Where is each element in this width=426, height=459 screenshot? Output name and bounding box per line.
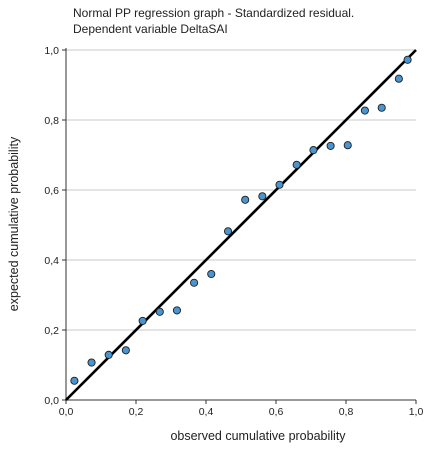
data-point [121, 346, 130, 355]
data-point [360, 106, 369, 115]
data-point [104, 350, 113, 359]
data-point [190, 278, 199, 287]
y-tick-label: 0,4 [44, 255, 59, 267]
y-tick-label: 0,0 [44, 395, 59, 407]
grid-lines [66, 49, 416, 331]
data-point [138, 316, 147, 325]
data-point [394, 74, 403, 83]
x-axis-label: observed cumulative probability [170, 429, 346, 443]
data-point [377, 103, 386, 112]
x-tick-label: 0,8 [339, 406, 354, 418]
reference-line-group [65, 49, 417, 401]
data-point [343, 141, 352, 150]
x-tick-label: 0,2 [129, 406, 144, 418]
x-tick-label: 1,0 [409, 406, 424, 418]
data-point [155, 307, 164, 316]
data-point [309, 146, 318, 155]
y-tick-labels: 0,0 0,2 0,4 0,6 0,8 1,0 [44, 45, 59, 407]
y-axis-label: expected cumulative probability [7, 136, 21, 311]
y-tick-label: 0,2 [44, 325, 59, 337]
data-point [326, 141, 335, 150]
x-tick-labels: 0,0 0,2 0,4 0,6 0,8 1,0 [59, 406, 424, 418]
y-tick-label: 0,6 [44, 185, 59, 197]
data-points [70, 55, 412, 385]
x-tick-label: 0,4 [199, 406, 214, 418]
data-point [87, 358, 96, 367]
data-point [258, 192, 267, 201]
y-tick-label: 0,8 [44, 115, 59, 127]
reference-line [65, 49, 417, 401]
data-point [275, 180, 284, 189]
data-point [403, 55, 412, 64]
axes [62, 48, 417, 404]
data-point [223, 227, 233, 236]
chart-title-line-1: Normal PP regression graph - Standardize… [73, 6, 354, 20]
data-point [241, 195, 250, 204]
x-tick-label: 0,0 [59, 406, 74, 418]
y-tick-label: 1,0 [44, 45, 59, 57]
chart-title-line-2: Dependent variable DeltaSAI [73, 22, 228, 36]
x-tick-label: 0,6 [269, 406, 284, 418]
data-point [292, 160, 301, 169]
data-point [70, 376, 79, 385]
data-point [172, 306, 181, 315]
data-point [207, 269, 216, 279]
